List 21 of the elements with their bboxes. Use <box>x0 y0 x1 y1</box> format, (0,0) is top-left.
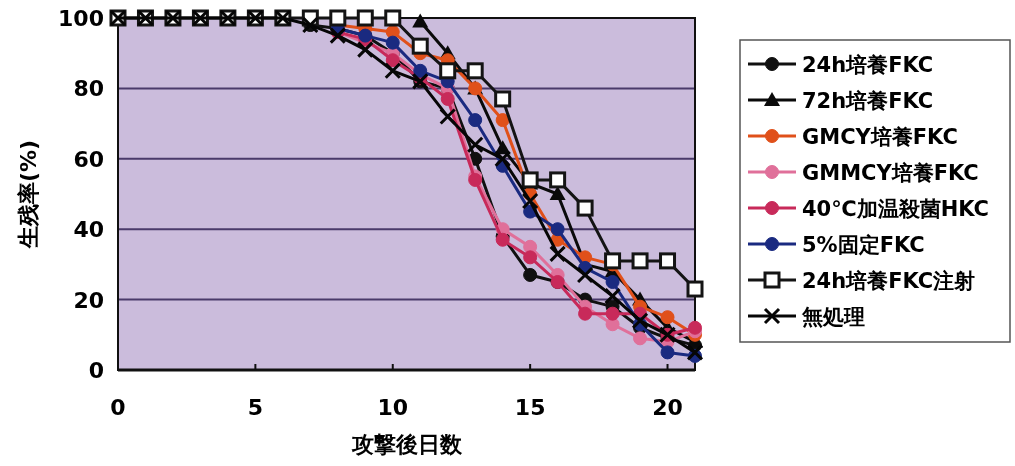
x-tick-label: 10 <box>377 395 409 420</box>
y-axis-title: 生残率(%) <box>16 139 41 250</box>
legend-label: GMMCY培養FKC <box>802 161 979 185</box>
x-axis-title: 攻撃後日数 <box>350 432 463 457</box>
legend-label: 40℃加温殺菌HKC <box>802 197 989 221</box>
y-tick-label: 100 <box>58 6 104 31</box>
y-tick-label: 80 <box>73 76 104 102</box>
y-tick-label: 0 <box>88 358 104 383</box>
x-tick-label: 15 <box>514 395 546 420</box>
x-tick-label: 20 <box>652 395 683 420</box>
y-tick-label: 40 <box>73 217 104 243</box>
legend-label: GMCY培養FKC <box>802 125 958 149</box>
x-tick-label: 5 <box>247 395 264 420</box>
legend-label: 無処理 <box>801 305 865 329</box>
legend-label: 5%固定FKC <box>802 233 925 257</box>
legend-label: 72h培養FKC <box>802 89 934 113</box>
legend-label: 24h培養FKC <box>802 53 934 77</box>
legend-label: 24h培養FKC注射 <box>802 269 976 293</box>
x-tick-label: 0 <box>110 395 126 420</box>
y-tick-label: 60 <box>73 146 104 172</box>
y-tick-label: 20 <box>73 287 104 313</box>
